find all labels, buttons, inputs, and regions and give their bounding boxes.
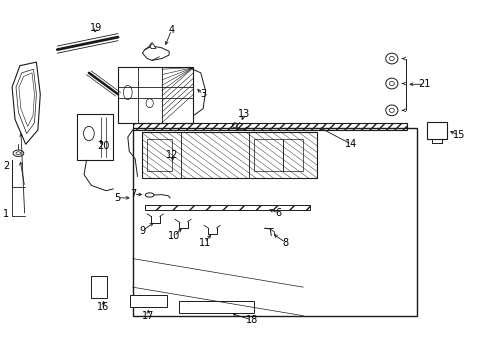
Polygon shape bbox=[142, 46, 169, 60]
Text: 8: 8 bbox=[282, 238, 288, 248]
Text: 17: 17 bbox=[142, 311, 154, 321]
Ellipse shape bbox=[13, 150, 24, 157]
Bar bbox=[132, 128, 416, 316]
Text: 1: 1 bbox=[3, 209, 9, 219]
Text: 3: 3 bbox=[200, 89, 206, 99]
Text: 6: 6 bbox=[275, 208, 281, 218]
Ellipse shape bbox=[388, 57, 393, 61]
Text: 5: 5 bbox=[114, 193, 120, 203]
Text: 19: 19 bbox=[90, 23, 102, 33]
Text: 4: 4 bbox=[168, 25, 174, 35]
Text: 10: 10 bbox=[167, 231, 180, 242]
Ellipse shape bbox=[16, 152, 21, 155]
Ellipse shape bbox=[83, 126, 94, 141]
Text: 7: 7 bbox=[130, 189, 137, 199]
Bar bbox=[77, 114, 113, 160]
Bar bbox=[283, 139, 302, 171]
Bar bbox=[144, 205, 309, 210]
Bar bbox=[130, 296, 166, 307]
Ellipse shape bbox=[388, 81, 393, 86]
Text: 2: 2 bbox=[3, 161, 9, 171]
Bar bbox=[118, 67, 193, 123]
Bar bbox=[132, 123, 407, 130]
Ellipse shape bbox=[232, 123, 237, 128]
Polygon shape bbox=[12, 62, 40, 144]
Ellipse shape bbox=[123, 85, 132, 100]
Ellipse shape bbox=[145, 193, 154, 197]
Bar bbox=[142, 132, 317, 178]
Ellipse shape bbox=[388, 108, 393, 112]
Text: 11: 11 bbox=[198, 238, 210, 248]
Ellipse shape bbox=[385, 78, 397, 89]
Polygon shape bbox=[149, 42, 156, 49]
Bar bbox=[91, 276, 107, 298]
Text: 18: 18 bbox=[245, 315, 257, 325]
Ellipse shape bbox=[385, 105, 397, 116]
Text: 14: 14 bbox=[345, 139, 357, 149]
Bar bbox=[426, 122, 447, 139]
Text: 21: 21 bbox=[417, 79, 430, 89]
Bar bbox=[254, 139, 283, 171]
Text: 13: 13 bbox=[238, 109, 250, 119]
Ellipse shape bbox=[385, 53, 397, 64]
Text: 20: 20 bbox=[97, 141, 109, 151]
Ellipse shape bbox=[146, 99, 153, 108]
Bar bbox=[179, 301, 254, 313]
Text: 15: 15 bbox=[452, 130, 465, 140]
Bar bbox=[147, 139, 171, 171]
Text: 12: 12 bbox=[166, 150, 178, 160]
Text: 9: 9 bbox=[139, 226, 145, 236]
Text: 16: 16 bbox=[97, 302, 109, 312]
